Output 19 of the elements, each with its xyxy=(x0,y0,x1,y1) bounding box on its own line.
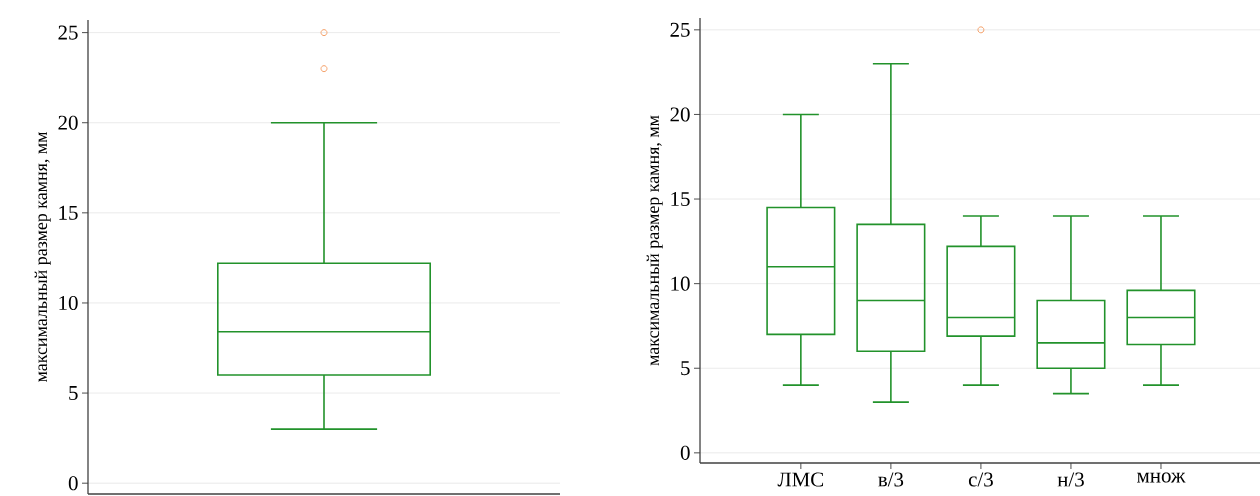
y-tick-label: 5 xyxy=(69,386,78,401)
x-tick-label: ЛМС xyxy=(777,472,824,487)
y-axis-title: максимальный размер камня, мм xyxy=(646,115,663,366)
y-tick-label: 20 xyxy=(58,115,78,130)
y-tick-label: 15 xyxy=(59,205,78,220)
y-axis-title: максимальный размер камня, мм xyxy=(34,131,51,383)
y-tick-label: 5 xyxy=(681,361,690,376)
y-tick-label: 10 xyxy=(59,295,78,311)
y-tick-label: 25 xyxy=(58,25,78,40)
x-tick-label: множ xyxy=(1137,472,1186,483)
x-tick-label: н/3 xyxy=(1057,472,1084,487)
y-tick-label: 25 xyxy=(670,22,690,37)
y-tick-label: 10 xyxy=(671,276,690,291)
y-tick-label: 15 xyxy=(671,192,690,207)
y-tick-label: 0 xyxy=(680,445,690,460)
y-tick-label: 20 xyxy=(670,107,690,122)
y-tick-label: 0 xyxy=(68,476,78,491)
x-tick-label: с/3 xyxy=(968,472,993,487)
x-tick-label: в/3 xyxy=(878,472,904,487)
